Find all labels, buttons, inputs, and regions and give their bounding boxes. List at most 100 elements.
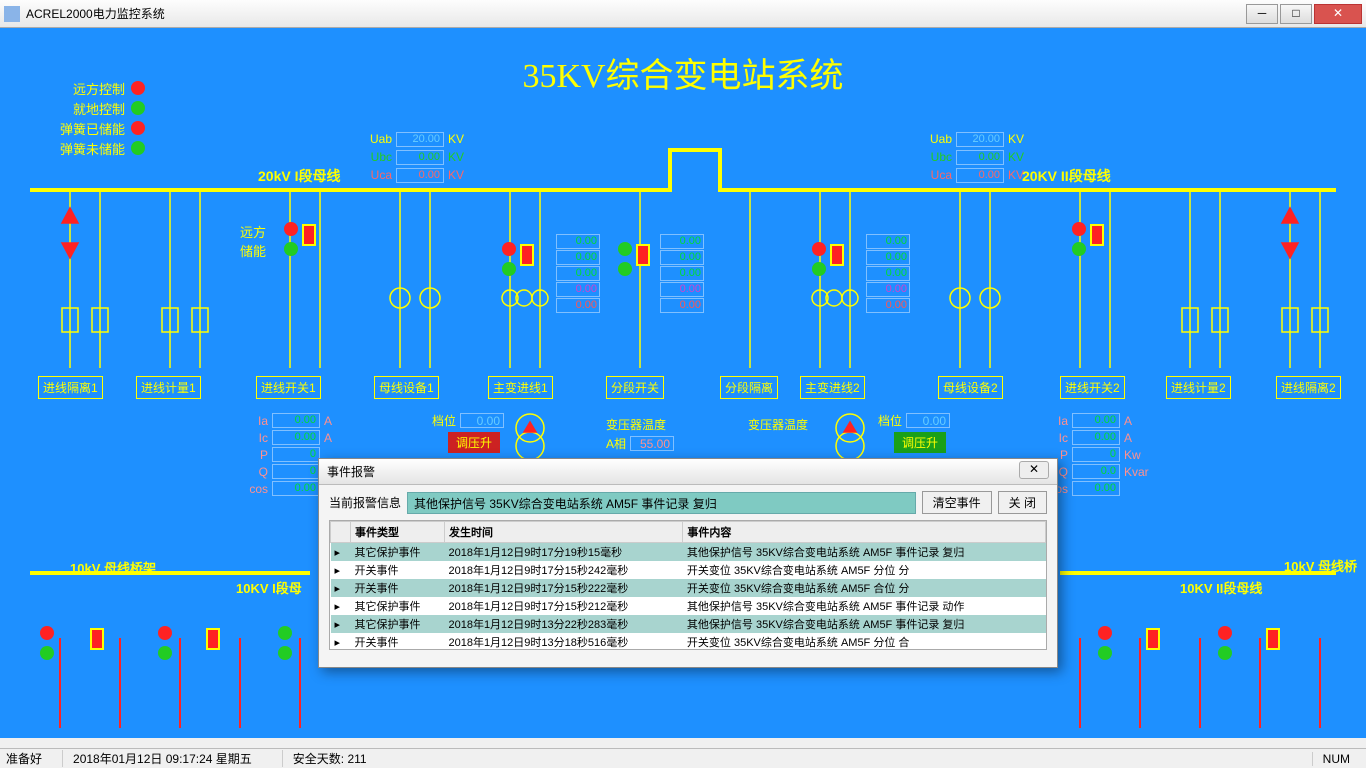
status-datetime: 2018年01月12日 09:17:24 星期五 [62, 750, 262, 767]
bus10-label: 10kV 母线桥 [1284, 556, 1357, 575]
status-dot-red [40, 626, 54, 640]
status-dot-red [1072, 222, 1086, 236]
bus-label-left: 20kV I段母线 [258, 166, 340, 186]
bus10-label: 10KV I段母 [236, 578, 302, 597]
feeder-label[interactable]: 母线设备1 [374, 376, 439, 399]
window-titlebar: ACREL2000电力监控系统 ─ □ ✕ [0, 0, 1366, 28]
xfmr-temp-1: 变压器温度 A相55.00 [606, 416, 674, 452]
table-row[interactable]: ▸其它保护事件2018年1月12日9时17分19秒15毫秒其他保护信号 35KV… [331, 543, 1046, 562]
feeder-label[interactable]: 主变进线1 [488, 376, 553, 399]
status-dot-green [284, 242, 298, 256]
status-dot-green [1098, 646, 1112, 660]
table-row[interactable]: ▸开关事件2018年1月12日9时13分18秒516毫秒开关变位 35KV综合变… [331, 633, 1046, 650]
bus-riser [668, 148, 672, 192]
status-dot-green [278, 646, 292, 660]
breaker-closed[interactable] [302, 224, 316, 246]
ubc-value: 0.00 [396, 150, 444, 165]
col-event-content[interactable]: 事件内容 [683, 522, 1046, 543]
table-row[interactable]: ▸开关事件2018年1月12日9时17分15秒222毫秒开关变位 35KV综合变… [331, 579, 1046, 597]
bus10-label: 10KV II段母线 [1180, 578, 1262, 597]
voltage-right: Uab20.00KV Ubc0.00KV Uca0.00KV [920, 130, 1038, 184]
feeder-label[interactable]: 进线计量2 [1166, 376, 1231, 399]
window-close[interactable]: ✕ [1314, 4, 1362, 24]
current-alarm-label: 当前报警信息 [329, 494, 401, 511]
legend-label: 弹簧未储能 [60, 139, 125, 158]
alarm-close-icon[interactable]: ✕ [1019, 461, 1049, 479]
close-button[interactable]: 关 闭 [998, 491, 1047, 514]
alarm-grid[interactable]: 事件类型 发生时间 事件内容 ▸其它保护事件2018年1月12日9时17分19秒… [329, 520, 1047, 650]
bus10-label: 10kV 母线桥架 [70, 558, 156, 577]
table-row[interactable]: ▸其它保护事件2018年1月12日9时13分22秒283毫秒其他保护信号 35K… [331, 615, 1046, 633]
status-num: NUM [1312, 752, 1360, 766]
legend-dot-green [131, 101, 145, 115]
remote-label: 远方 储能 [240, 222, 266, 260]
clear-events-button[interactable]: 清空事件 [922, 491, 992, 514]
status-dot-red [284, 222, 298, 236]
feeder-label[interactable]: 主变进线2 [800, 376, 865, 399]
breaker-closed[interactable] [1090, 224, 1104, 246]
alarm-dialog: 事件报警 ✕ 当前报警信息 其他保护信号 35KV综合变电站系统 AM5F 事件… [318, 458, 1058, 668]
tap-up-btn-2[interactable]: 调压升 [894, 432, 946, 453]
col-event-type[interactable]: 事件类型 [351, 522, 445, 543]
col-event-time[interactable]: 发生时间 [444, 522, 682, 543]
voltage-left: Uab20.00KV Ubc0.00KV Uca0.00KV [360, 130, 478, 184]
table-row[interactable]: ▸其它保护事件2018年1月12日9时17分15秒212毫秒其他保护信号 35K… [331, 597, 1046, 615]
page-title: 35KV综合变电站系统 [522, 48, 843, 97]
status-dot-green [40, 646, 54, 660]
feeder-label[interactable]: 进线计量1 [136, 376, 201, 399]
status-dot-red [1098, 626, 1112, 640]
feeder-label[interactable]: 进线隔离2 [1276, 376, 1341, 399]
status-dot-green [618, 262, 632, 276]
feeder-label[interactable]: 分段隔离 [720, 376, 778, 399]
uab-value: 20.00 [396, 132, 444, 147]
breaker-closed[interactable] [830, 244, 844, 266]
alarm-title[interactable]: 事件报警 [319, 459, 1057, 485]
bus-label-right: 20KV II段母线 [1022, 166, 1111, 186]
breaker-closed[interactable] [1266, 628, 1280, 650]
status-dot-red [812, 242, 826, 256]
tap-up-btn-1[interactable]: 调压升 [448, 432, 500, 453]
ubc-value: 0.00 [956, 150, 1004, 165]
breaker-closed[interactable] [90, 628, 104, 650]
table-row[interactable]: ▸开关事件2018年1月12日9时17分15秒242毫秒开关变位 35KV综合变… [331, 561, 1046, 579]
window-title: ACREL2000电力监控系统 [26, 5, 1244, 22]
meter-stack: 0.000.000.00 0.000.00 [556, 234, 600, 314]
app-icon [4, 6, 20, 22]
feeder-label[interactable]: 进线隔离1 [38, 376, 103, 399]
status-dot-green [158, 646, 172, 660]
meter-stack: 0.000.000.00 0.000.00 [660, 234, 704, 314]
legend-label: 弹簧已储能 [60, 119, 125, 138]
status-ready: 准备好 [6, 750, 42, 767]
legend-dot-green [131, 141, 145, 155]
legend-dot-red [131, 121, 145, 135]
status-safety: 安全天数: 211 [282, 750, 377, 767]
scada-canvas: 35KV综合变电站系统 远方控制 就地控制 弹簧已储能 弹簧未储能 Uab20.… [0, 28, 1366, 738]
feeder-label[interactable]: 母线设备2 [938, 376, 1003, 399]
legend-label: 远方控制 [73, 79, 125, 98]
busbar-20kv-1 [30, 188, 670, 192]
busbar-20kv-2 [720, 188, 1336, 192]
bus-tie [668, 148, 722, 152]
breaker-closed[interactable] [520, 244, 534, 266]
status-dot-green [812, 262, 826, 276]
window-maximize[interactable]: □ [1280, 4, 1312, 24]
breaker-closed[interactable] [206, 628, 220, 650]
status-dot-red [158, 626, 172, 640]
bus-riser [718, 148, 722, 192]
window-minimize[interactable]: ─ [1246, 4, 1278, 24]
feeder-label[interactable]: 进线开关2 [1060, 376, 1125, 399]
alarm-info-bar: 其他保护信号 35KV综合变电站系统 AM5F 事件记录 复归 [407, 492, 916, 514]
xfmr-temp-2: 变压器温度 [748, 416, 808, 435]
status-dot-red [502, 242, 516, 256]
breaker-closed[interactable] [636, 244, 650, 266]
feeder-label[interactable]: 进线开关1 [256, 376, 321, 399]
breaker-closed[interactable] [1146, 628, 1160, 650]
uab-value: 20.00 [956, 132, 1004, 147]
legend: 远方控制 就地控制 弹簧已储能 弹簧未储能 [60, 78, 145, 158]
feeder-label[interactable]: 分段开关 [606, 376, 664, 399]
status-dot-green [502, 262, 516, 276]
meter-stack: 0.000.000.00 0.000.00 [866, 234, 910, 314]
status-dot-green [278, 626, 292, 640]
uca-value: 0.00 [956, 168, 1004, 183]
uca-value: 0.00 [396, 168, 444, 183]
